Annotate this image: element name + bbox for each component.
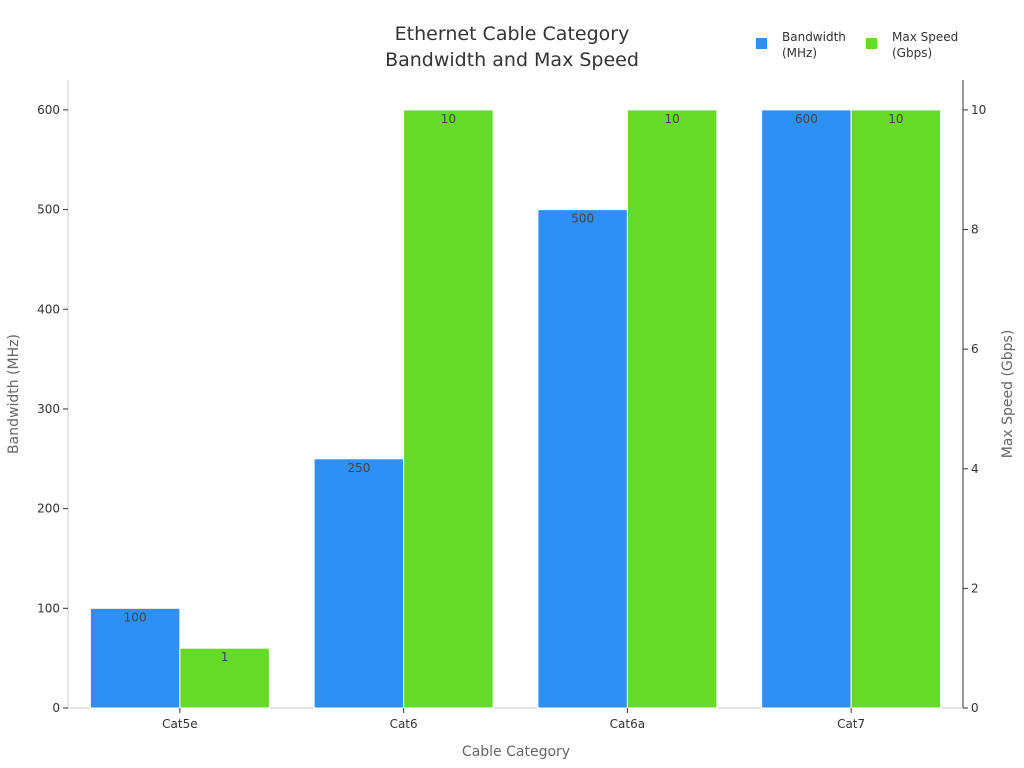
right-y-tick-label: 2 xyxy=(971,581,979,595)
legend: Bandwidth (MHz) Max Speed (Gbps) xyxy=(756,30,958,60)
bar-data-label: 600 xyxy=(795,112,818,126)
bar-data-label: 10 xyxy=(888,112,903,126)
bar-data-label: 10 xyxy=(441,112,456,126)
bar-data-label: 100 xyxy=(124,610,147,624)
legend-item-max-speed: Max Speed (Gbps) xyxy=(866,30,958,60)
bar-data-label: 250 xyxy=(347,461,370,475)
bar-max-speed-cat6a xyxy=(626,109,718,709)
x-tick-label: Cat5e xyxy=(162,717,197,731)
bar-data-label: 500 xyxy=(571,212,594,226)
bar-data-label: 10 xyxy=(664,112,679,126)
left-y-tick-label: 400 xyxy=(37,302,60,316)
left-y-tick-label: 200 xyxy=(37,502,60,516)
bar-labels: 100 1 250 10 500 10 600 10 xyxy=(124,112,904,664)
right-y-ticks: 0 2 4 6 8 10 xyxy=(963,103,986,715)
x-tick-label: Cat7 xyxy=(837,717,865,731)
x-axis-title: Cable Category xyxy=(462,744,570,760)
left-y-tick-label: 500 xyxy=(37,203,60,217)
right-y-tick-label: 4 xyxy=(971,462,979,476)
legend-label: (Gbps) xyxy=(892,46,932,60)
bar-max-speed-cat6 xyxy=(403,109,494,709)
right-y-tick-label: 6 xyxy=(971,342,979,356)
legend-label: Max Speed xyxy=(892,30,958,44)
left-y-tick-label: 300 xyxy=(37,402,60,416)
x-tick-label: Cat6 xyxy=(390,717,418,731)
legend-swatch xyxy=(866,38,877,49)
left-y-tick-label: 600 xyxy=(37,103,60,117)
chart-title-line-2: Bandwidth and Max Speed xyxy=(385,49,639,71)
x-ticks: Cat5e Cat6 Cat6a Cat7 xyxy=(162,708,865,731)
bar-data-label: 1 xyxy=(221,650,229,664)
bar-max-speed-cat5e xyxy=(179,647,270,709)
bar-bandwidth-cat7 xyxy=(761,109,852,709)
y-axis-title-right: Max Speed (Gbps) xyxy=(1000,330,1016,459)
bar-bandwidth-cat6a xyxy=(537,209,628,709)
legend-item-bandwidth: Bandwidth (MHz) xyxy=(756,30,846,60)
right-y-tick-label: 8 xyxy=(971,223,979,237)
right-y-tick-label: 0 xyxy=(971,701,979,715)
left-y-tick-label: 100 xyxy=(37,601,60,615)
left-y-tick-label: 0 xyxy=(52,701,60,715)
legend-label: Bandwidth xyxy=(782,30,846,44)
legend-label: (MHz) xyxy=(782,46,817,60)
bar-bandwidth-cat6 xyxy=(313,458,405,709)
chart-title: Ethernet Cable Category Bandwidth and Ma… xyxy=(385,23,639,71)
x-tick-label: Cat6a xyxy=(610,717,645,731)
right-y-tick-label: 10 xyxy=(971,103,986,117)
y-axis-title-left: Bandwidth (MHz) xyxy=(6,334,22,454)
left-y-ticks: 0 100 200 300 400 500 600 xyxy=(37,103,68,715)
bars xyxy=(89,109,942,709)
bar-bandwidth-cat5e xyxy=(89,607,181,709)
legend-swatch xyxy=(756,38,767,49)
bar-max-speed-cat7 xyxy=(850,109,942,709)
chart-title-line-1: Ethernet Cable Category xyxy=(395,23,630,45)
